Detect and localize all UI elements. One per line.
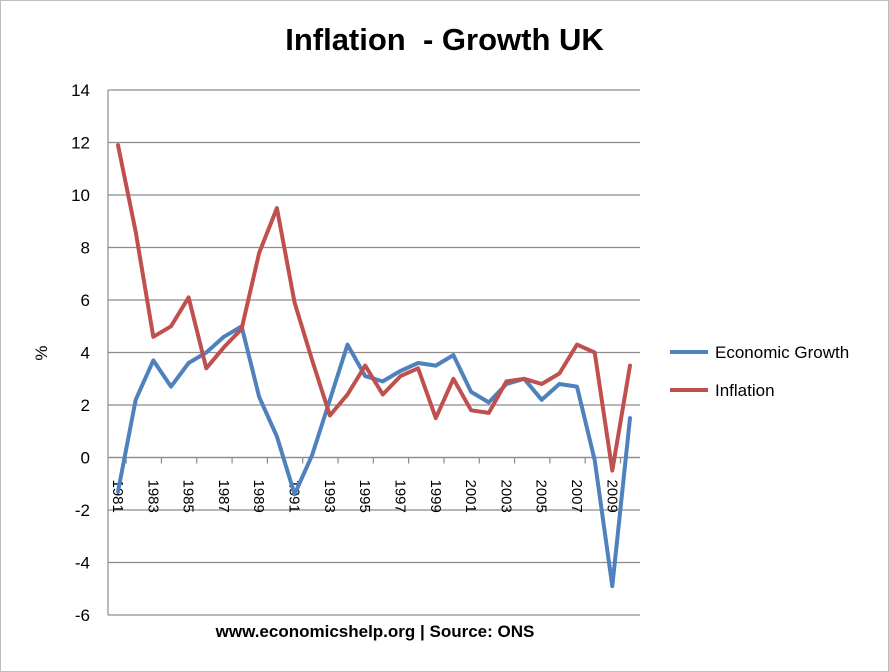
y-tick-label: -6: [75, 606, 90, 625]
axes: [107, 90, 640, 615]
grid-lines: [108, 89, 640, 616]
legend: Economic Growth Inflation: [670, 343, 849, 400]
source-note: www.economicshelp.org | Source: ONS: [215, 622, 535, 641]
y-tick-label: 14: [71, 81, 90, 100]
x-tick-label: 2007: [568, 480, 585, 513]
y-tick-label: 4: [81, 344, 90, 363]
x-tick-label: 2001: [462, 480, 479, 513]
series-lines: [116, 143, 632, 589]
x-tick-label: 1981: [109, 480, 126, 513]
y-tick-label: 2: [81, 396, 90, 415]
y-tick-label: 8: [81, 239, 90, 258]
y-tick-label: 10: [71, 186, 90, 205]
x-tick-labels: 1981 1983 1985 1987 1989 1991 1993 1995 1997 1999…: [109, 480, 620, 513]
y-tick-label: 6: [81, 291, 90, 310]
x-tick-label: 1985: [180, 480, 197, 513]
x-tick-label: 2009: [603, 480, 620, 513]
y-tick-label: -2: [75, 501, 90, 520]
x-tick-label: 1999: [427, 480, 444, 513]
legend-label: Inflation: [715, 381, 775, 400]
y-axis-label: %: [32, 345, 51, 360]
y-tick-labels: 14 12 10 8 6 4 2 0 -2 -4 -6: [71, 81, 90, 625]
x-tick-label: 1987: [215, 480, 232, 513]
y-tick-label: -4: [75, 554, 90, 573]
x-tick-label: 1997: [391, 480, 408, 513]
chart-title: Inflation - Growth UK: [285, 22, 604, 57]
x-tick-label: 1995: [356, 480, 373, 513]
legend-label: Economic Growth: [715, 343, 849, 362]
series-line-economic-growth: [116, 324, 632, 589]
y-tick-label: 0: [81, 449, 90, 468]
x-tick-label: 1983: [144, 480, 161, 513]
series-line-inflation: [116, 143, 632, 473]
y-tick-label: 12: [71, 134, 90, 153]
x-tick-label: 1989: [250, 480, 267, 513]
x-tick-label: 2005: [533, 480, 550, 513]
x-tick-label: 2003: [497, 480, 514, 513]
x-tick-label: 1993: [321, 480, 338, 513]
